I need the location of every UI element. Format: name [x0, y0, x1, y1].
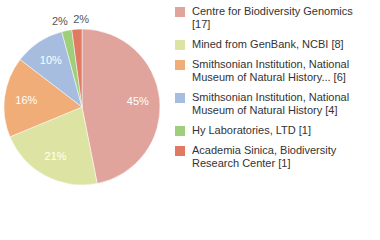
data-label: 16%	[15, 94, 37, 106]
legend-label-line: Centre for Biodiversity Genomics	[192, 5, 353, 17]
legend-swatch	[175, 60, 185, 70]
legend-label-line: [17]	[192, 18, 210, 30]
data-label: 2%	[52, 15, 68, 27]
chart: 45% 21% 16% 10% 2% 2% Centre for Biodiversity …	[0, 0, 380, 240]
legend-label-line: Smithsonian Institution, National	[192, 58, 349, 70]
data-label: 10%	[40, 54, 62, 66]
pie-slice	[82, 29, 160, 184]
data-label: 2%	[73, 13, 89, 25]
legend-label-line: Smithsonian Institution, National	[192, 91, 349, 103]
legend-label: Mined from GenBank, NCBI [8]	[192, 38, 344, 50]
pie-slice	[72, 29, 82, 107]
legend-label: Academia Sinica, BiodiversityResearch Ce…	[192, 144, 337, 169]
legend: Centre for Biodiversity Genomics[17] Mine…	[175, 5, 353, 169]
legend-swatch	[175, 40, 185, 50]
legend-label-line: Museum of Natural History [4]	[192, 104, 338, 116]
legend-label: Smithsonian Institution, NationalMuseum …	[192, 91, 349, 116]
legend-label: Centre for Biodiversity Genomics[17]	[192, 5, 353, 30]
legend-label-line: Hy Laboratories, LTD [1]	[192, 124, 311, 136]
data-label: 21%	[45, 150, 67, 162]
legend-label: Hy Laboratories, LTD [1]	[192, 124, 311, 136]
legend-label: Smithsonian Institution, NationalMuseum …	[192, 58, 349, 83]
pie	[4, 29, 160, 185]
legend-label-line: Academia Sinica, Biodiversity	[192, 144, 337, 156]
pie-slice	[62, 30, 82, 107]
data-labels: 45% 21% 16% 10% 2% 2%	[15, 13, 149, 162]
legend-swatch	[175, 126, 185, 136]
legend-label-line: Research Center [1]	[192, 157, 290, 169]
legend-swatch	[175, 7, 185, 17]
legend-swatch	[175, 146, 185, 156]
legend-label-line: Mined from GenBank, NCBI [8]	[192, 38, 344, 50]
legend-swatch	[175, 93, 185, 103]
legend-label-line: Museum of Natural History... [6]	[192, 71, 346, 83]
data-label: 45%	[127, 95, 149, 107]
